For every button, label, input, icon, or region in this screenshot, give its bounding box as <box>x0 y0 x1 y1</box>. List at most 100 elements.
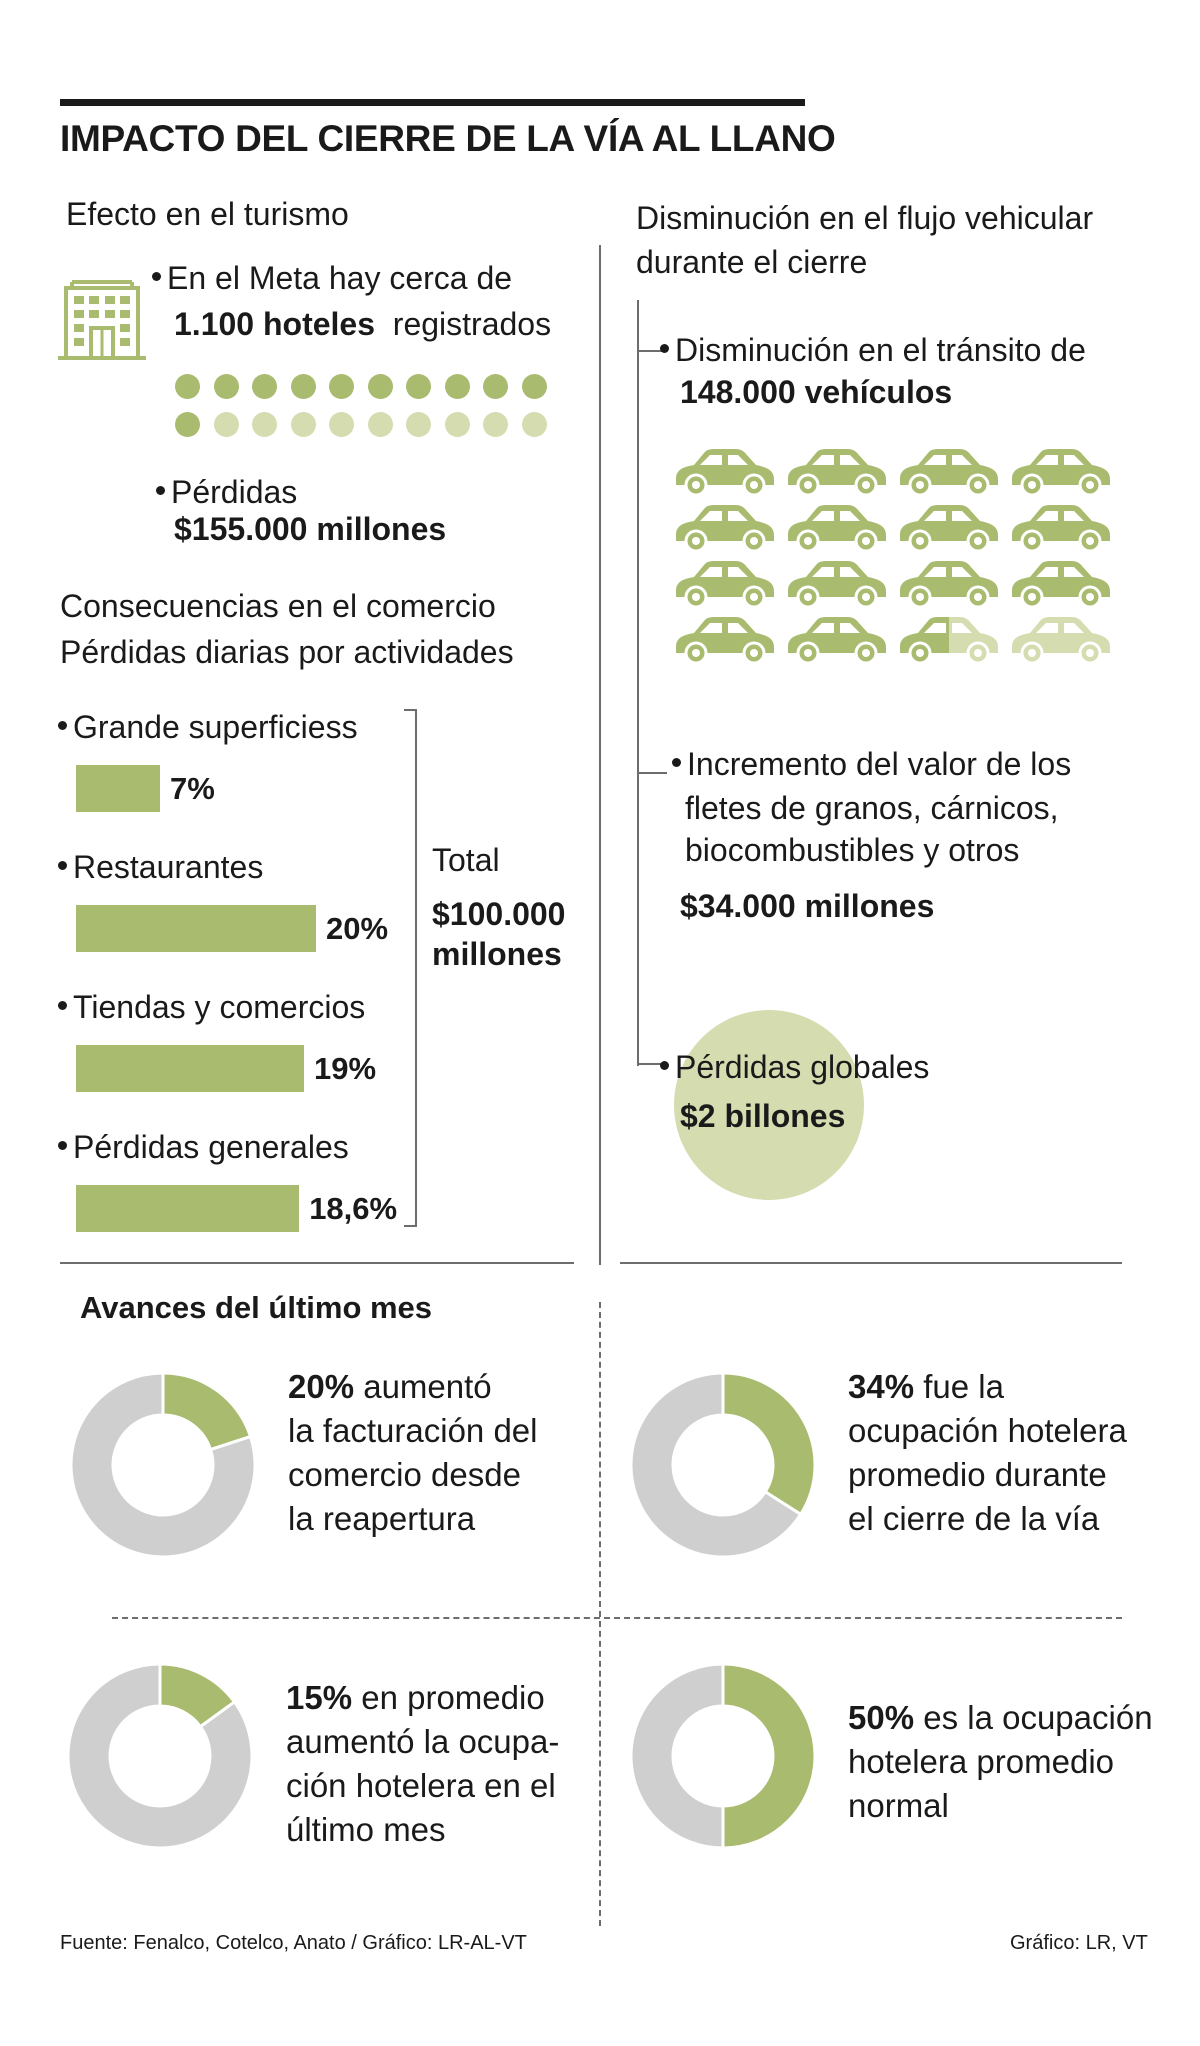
global-loss-circle <box>674 1010 864 1200</box>
total-value-line2: millones <box>432 936 562 972</box>
hotel-dot <box>175 374 200 399</box>
avances-vdivider <box>599 1302 601 1926</box>
car-icon <box>676 449 774 497</box>
car-icon <box>900 561 998 609</box>
transit-bold: 148.000 vehículos <box>680 374 953 410</box>
total-value-line1: $100.000 <box>432 896 566 932</box>
turismo-heading: Efecto en el turismo <box>66 196 349 232</box>
donut-chart <box>69 1371 257 1559</box>
car-icon <box>1012 561 1110 609</box>
timeline-tick-2 <box>637 772 667 774</box>
donut-slice-rest <box>66 1662 254 1850</box>
bar-value-label: 20% <box>326 911 389 946</box>
timeline-tick-3 <box>637 1063 667 1065</box>
donut-slice-rest <box>629 1371 803 1559</box>
total-label: Total <box>432 842 500 878</box>
car-icon <box>676 561 774 609</box>
flujo-heading-line2: durante el cierre <box>636 244 868 280</box>
hotel-dot <box>521 412 547 437</box>
hotel-dot <box>406 374 431 399</box>
car-icon-partial <box>900 617 949 665</box>
car-icon <box>676 617 774 665</box>
hotel-dot <box>367 412 393 437</box>
fletes-line2: fletes de granos, cárnicos, <box>685 790 1059 826</box>
hotels-line1: En el Meta hay cerca de <box>152 256 512 300</box>
comercio-subheading: Pérdidas diarias por actividades <box>60 634 514 670</box>
donut-chart <box>66 1662 254 1850</box>
bar <box>76 1045 304 1092</box>
hotel-dot <box>367 374 393 399</box>
footer-source: Fuente: Fenalco, Cotelco, Anato / Gráfic… <box>60 1932 527 1954</box>
car-icon <box>1012 449 1110 497</box>
transit-line1: Disminución en el tránsito de <box>660 328 1086 372</box>
hotel-dot <box>444 374 470 399</box>
section-rule-right <box>620 1262 1122 1264</box>
hotel-dot <box>521 374 547 399</box>
donut-chart <box>629 1371 817 1559</box>
title-rule <box>60 99 805 106</box>
bar-category-label: Tiendas y comercios <box>58 985 365 1029</box>
hotel-dot <box>329 374 354 399</box>
donut-slice-value <box>161 1371 253 1452</box>
page-title: IMPACTO DEL CIERRE DE LA VÍA AL LLANO <box>60 118 836 159</box>
total-bracket <box>404 709 417 1227</box>
timeline-tick-1 <box>637 350 667 352</box>
hotel-dot <box>406 412 431 437</box>
car-icon <box>788 449 886 497</box>
flujo-heading-line1: Disminución en el flujo vehicular <box>636 200 1094 236</box>
avances-heading: Avances del último mes <box>80 1290 433 1325</box>
fletes-line1: Incremento del valor de los <box>672 742 1071 786</box>
comercio-heading: Consecuencias en el comercio <box>60 588 496 624</box>
hotel-dot <box>483 374 508 399</box>
avances-hdivider <box>112 1617 1122 1619</box>
footer-credit: Gráfico: LR, VT <box>1010 1932 1148 1954</box>
global-label: Pérdidas globales <box>660 1045 929 1089</box>
hotel-dot <box>213 374 239 399</box>
bar-value-label: 18,6% <box>309 1191 398 1226</box>
donut-slice-value <box>721 1662 817 1850</box>
global-value: $2 billones <box>680 1098 846 1134</box>
car-icon <box>1012 505 1110 553</box>
car-icon <box>676 505 774 553</box>
losses-value: $155.000 millones <box>174 511 447 547</box>
hotels-line2: 1.100 hoteles registrados <box>174 306 552 342</box>
avance-text-3: 15% en promedio aumentó la ocupa-ción ho… <box>286 1679 560 1848</box>
hotel-dot <box>329 412 354 437</box>
donut-slice-rest <box>629 1662 725 1850</box>
car-icon <box>900 505 998 553</box>
donut-slice-rest <box>69 1371 257 1559</box>
car-icon <box>900 449 998 497</box>
bar-category-label: Grande superficiess <box>58 705 358 749</box>
bar-value-label: 19% <box>314 1051 377 1086</box>
hotel-dot <box>444 412 470 437</box>
donut-chart <box>629 1662 817 1850</box>
avance-text-1: 20% aumentó la facturación del comercio d… <box>288 1368 538 1537</box>
bar <box>76 905 316 952</box>
avance-text-2: 34% fue la ocupación hotelera promedio du… <box>848 1368 1127 1537</box>
car-icon <box>788 505 886 553</box>
car-pictogram <box>676 449 1110 665</box>
car-icon <box>788 617 886 665</box>
center-divider <box>599 245 601 1265</box>
hotel-building-icon <box>58 280 146 360</box>
hotel-dot <box>483 412 508 437</box>
bar <box>76 765 160 812</box>
losses-label: Pérdidas <box>156 470 297 514</box>
bar-value-label: 7% <box>170 771 215 806</box>
avance-text-4: 50% es la ocupación hotelera promedio nor… <box>848 1699 1153 1824</box>
donut-slice-value <box>721 1371 817 1517</box>
fletes-line3: biocombustibles y otros <box>685 832 1020 868</box>
car-icon <box>1012 617 1110 665</box>
flujo-timeline <box>637 300 639 1066</box>
bar <box>76 1185 300 1232</box>
hotel-dot <box>290 374 316 399</box>
car-icon <box>788 561 886 609</box>
hotel-dot <box>213 412 239 437</box>
hotel-dot <box>252 412 277 437</box>
section-rule-left <box>60 1262 574 1264</box>
bar-category-label: Pérdidas generales <box>58 1125 349 1169</box>
hotel-dot <box>252 374 277 399</box>
hotel-dot <box>290 412 316 437</box>
fletes-value: $34.000 millones <box>680 888 935 924</box>
hotel-dot <box>175 412 200 437</box>
